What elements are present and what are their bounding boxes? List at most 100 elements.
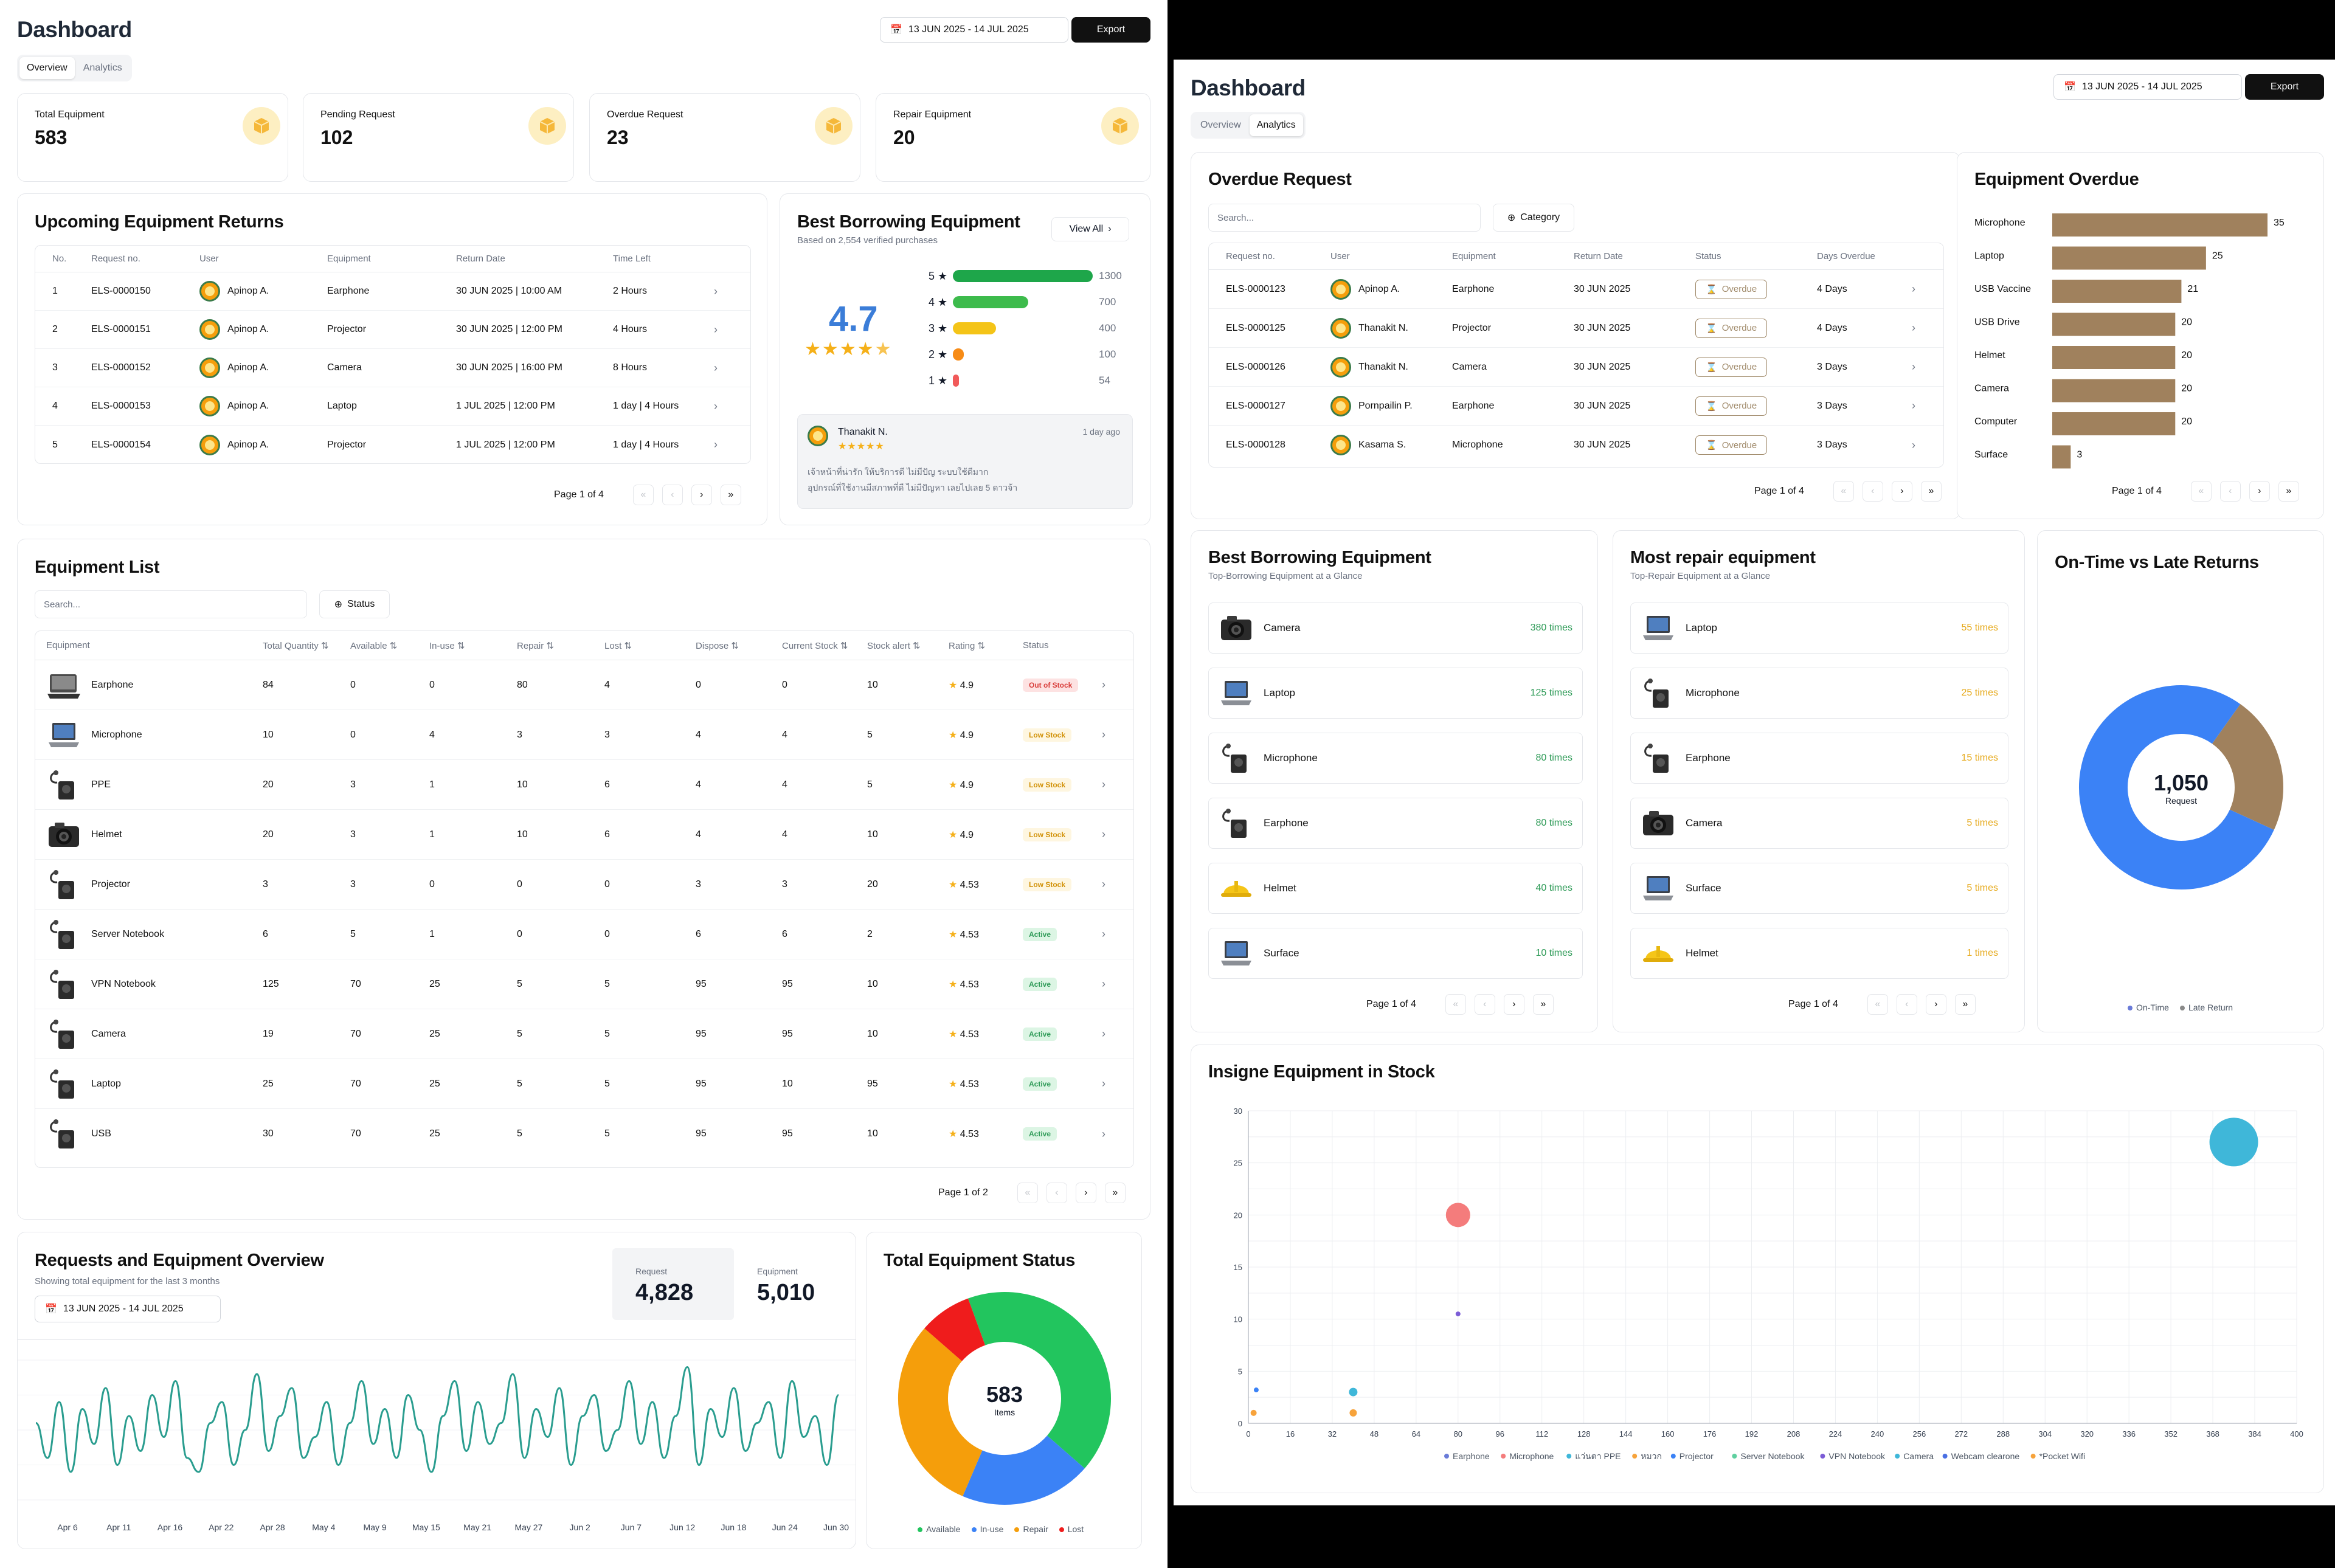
col-header[interactable]: Total Quantity ⇅ xyxy=(263,640,329,651)
chevron-right-icon[interactable]: › xyxy=(1102,778,1105,790)
table-row[interactable]: Laptop 25 70 25 5 5 95 10 95 ★ 4.53 Active › xyxy=(35,1059,1133,1109)
prev-page-button[interactable]: ‹ xyxy=(2219,481,2241,502)
date-range-picker[interactable]: 📅 13 JUN 2025 - 14 JUL 2025 xyxy=(880,17,1068,43)
next-page-button[interactable]: › xyxy=(1925,994,1946,1015)
chevron-right-icon[interactable]: › xyxy=(1912,322,1915,334)
next-page-button[interactable]: › xyxy=(691,485,712,505)
request-total-tab[interactable]: Request 4,828 xyxy=(612,1248,734,1320)
table-row[interactable]: ELS-0000126 Thanakit N. Camera 30 JUN 2025 ⌛… xyxy=(1209,348,1943,387)
prev-page-button[interactable]: ‹ xyxy=(1896,994,1917,1015)
first-page-button[interactable]: « xyxy=(1867,994,1888,1015)
list-item[interactable]: Earphone 80 times xyxy=(1208,798,1583,849)
chevron-right-icon[interactable]: › xyxy=(1102,1077,1105,1090)
table-row[interactable]: Camera 19 70 25 5 5 95 95 10 ★ 4.53 Active › xyxy=(35,1009,1133,1059)
date-range-picker[interactable]: 📅 13 JUN 2025 - 14 JUL 2025 xyxy=(2053,74,2242,100)
view-all-button[interactable]: View All › xyxy=(1051,217,1129,241)
chevron-right-icon[interactable]: › xyxy=(1102,928,1105,940)
search-input[interactable]: Search... xyxy=(35,590,307,618)
list-item[interactable]: Camera 5 times xyxy=(1630,798,2008,849)
chevron-right-icon[interactable]: › xyxy=(1102,978,1105,990)
tab-overview[interactable]: Overview xyxy=(1200,120,1241,130)
col-header[interactable]: Available ⇅ xyxy=(350,640,398,651)
chevron-right-icon[interactable]: › xyxy=(1102,878,1105,890)
next-page-button[interactable]: › xyxy=(1075,1183,1096,1203)
table-row[interactable]: ELS-0000127 Pornpailin P. Earphone 30 JUN 2… xyxy=(1209,387,1943,426)
col-header[interactable]: Rating ⇅ xyxy=(949,640,986,651)
date-range-picker[interactable]: 📅 13 JUN 2025 - 14 JUL 2025 xyxy=(35,1296,221,1322)
table-row[interactable]: 3 ELS-0000152 Apinop A. Camera 30 JUN 2025 |… xyxy=(35,349,750,387)
table-row[interactable]: 5 ELS-0000154 Apinop A. Projector 1 JUL 2025… xyxy=(35,426,750,463)
tab-overview[interactable]: Overview xyxy=(19,57,75,79)
list-item[interactable]: Surface 5 times xyxy=(1630,863,2008,914)
col-header[interactable]: Repair ⇅ xyxy=(517,640,554,651)
table-row[interactable]: Microphone 10 0 4 3 3 4 4 5 ★ 4.9 Low Stock › xyxy=(35,710,1133,760)
table-row[interactable]: VPN Notebook 125 70 25 5 5 95 95 10 ★ 4.53 Active › xyxy=(35,959,1133,1009)
export-button[interactable]: Export xyxy=(1071,17,1150,43)
chevron-right-icon[interactable]: › xyxy=(1102,1027,1105,1040)
list-item[interactable]: Microphone 25 times xyxy=(1630,668,2008,719)
last-page-button[interactable]: » xyxy=(1104,1183,1126,1203)
next-page-button[interactable]: › xyxy=(1891,481,1912,502)
prev-page-button[interactable]: ‹ xyxy=(662,485,683,505)
list-item[interactable]: Laptop 125 times xyxy=(1208,668,1583,719)
list-item[interactable]: Surface 10 times xyxy=(1208,928,1583,979)
col-header[interactable]: In-use ⇅ xyxy=(429,640,465,651)
col-header[interactable]: Stock alert ⇅ xyxy=(867,640,921,651)
list-item[interactable]: Microphone 80 times xyxy=(1208,733,1583,784)
chevron-right-icon[interactable]: › xyxy=(1912,438,1915,451)
first-page-button[interactable]: « xyxy=(632,485,654,505)
next-page-button[interactable]: › xyxy=(2249,481,2270,502)
table-row[interactable]: USB 30 70 25 5 5 95 95 10 ★ 4.53 Active › xyxy=(35,1109,1133,1159)
table-row[interactable]: 1 ELS-0000150 Apinop A. Earphone 30 JUN 2025… xyxy=(35,272,750,311)
list-item[interactable]: Helmet 1 times xyxy=(1630,928,2008,979)
status-filter-button[interactable]: ⊕ Status xyxy=(319,590,390,618)
table-row[interactable]: ELS-0000125 Thanakit N. Projector 30 JUN 20… xyxy=(1209,309,1943,348)
table-row[interactable]: Server Notebook 6 5 1 0 0 6 6 2 ★ 4.53 Active › xyxy=(35,910,1133,959)
list-item[interactable]: Helmet 40 times xyxy=(1208,863,1583,914)
chevron-right-icon[interactable]: › xyxy=(1102,728,1105,741)
col-header[interactable]: Current Stock ⇅ xyxy=(782,640,848,651)
chevron-right-icon[interactable]: › xyxy=(714,285,718,297)
first-page-button[interactable]: « xyxy=(2190,481,2212,502)
equipment-value[interactable]: 5,010 xyxy=(757,1280,815,1305)
col-header[interactable]: Dispose ⇅ xyxy=(696,640,739,651)
table-row[interactable]: Helmet 20 3 1 10 6 4 4 10 ★ 4.9 Low Stock › xyxy=(35,810,1133,860)
table-row[interactable]: ELS-0000123 Apinop A. Earphone 30 JUN 2025 ⌛… xyxy=(1209,270,1943,309)
prev-page-button[interactable]: ‹ xyxy=(1862,481,1883,502)
prev-page-button[interactable]: ‹ xyxy=(1046,1183,1067,1203)
col-header[interactable]: Lost ⇅ xyxy=(604,640,632,651)
list-item[interactable]: Earphone 15 times xyxy=(1630,733,2008,784)
export-button[interactable]: Export xyxy=(2245,74,2324,100)
last-page-button[interactable]: » xyxy=(720,485,741,505)
table-row[interactable]: ELS-0000128 Kasama S. Microphone 30 JUN 202… xyxy=(1209,426,1943,465)
chevron-right-icon[interactable]: › xyxy=(1912,399,1915,412)
tab-analytics[interactable]: Analytics xyxy=(1249,114,1303,136)
first-page-button[interactable]: « xyxy=(1833,481,1854,502)
chevron-right-icon[interactable]: › xyxy=(1912,361,1915,373)
table-row[interactable]: 2 ELS-0000151 Apinop A. Projector 30 JUN 202… xyxy=(35,311,750,349)
chevron-right-icon[interactable]: › xyxy=(714,361,718,374)
table-row[interactable]: Earphone 84 0 0 80 4 0 0 10 ★ 4.9 Out of Stock › xyxy=(35,660,1133,710)
tab-analytics[interactable]: Analytics xyxy=(83,63,122,73)
chevron-right-icon[interactable]: › xyxy=(714,399,718,412)
chevron-right-icon[interactable]: › xyxy=(714,438,718,451)
last-page-button[interactable]: » xyxy=(1920,481,1942,502)
chevron-right-icon[interactable]: › xyxy=(1102,679,1105,691)
chevron-right-icon[interactable]: › xyxy=(1102,828,1105,840)
list-item[interactable]: Camera 380 times xyxy=(1208,603,1583,654)
first-page-button[interactable]: « xyxy=(1445,994,1466,1015)
first-page-button[interactable]: « xyxy=(1017,1183,1038,1203)
category-filter-button[interactable]: ⊕ Category xyxy=(1493,204,1574,232)
chevron-right-icon[interactable]: › xyxy=(714,323,718,336)
chevron-right-icon[interactable]: › xyxy=(1912,283,1915,295)
last-page-button[interactable]: » xyxy=(1532,994,1554,1015)
table-row[interactable]: Projector 3 3 0 0 0 3 3 20 ★ 4.53 Low Stock › xyxy=(35,860,1133,910)
table-row[interactable]: 4 ELS-0000153 Apinop A. Laptop 1 JUL 2025 | … xyxy=(35,387,750,426)
chevron-right-icon[interactable]: › xyxy=(1102,1127,1105,1140)
table-row[interactable]: PPE 20 3 1 10 6 4 4 5 ★ 4.9 Low Stock › xyxy=(35,760,1133,810)
search-input[interactable]: Search... xyxy=(1208,204,1481,232)
next-page-button[interactable]: › xyxy=(1503,994,1524,1015)
prev-page-button[interactable]: ‹ xyxy=(1474,994,1495,1015)
last-page-button[interactable]: » xyxy=(1954,994,1976,1015)
last-page-button[interactable]: » xyxy=(2278,481,2299,502)
